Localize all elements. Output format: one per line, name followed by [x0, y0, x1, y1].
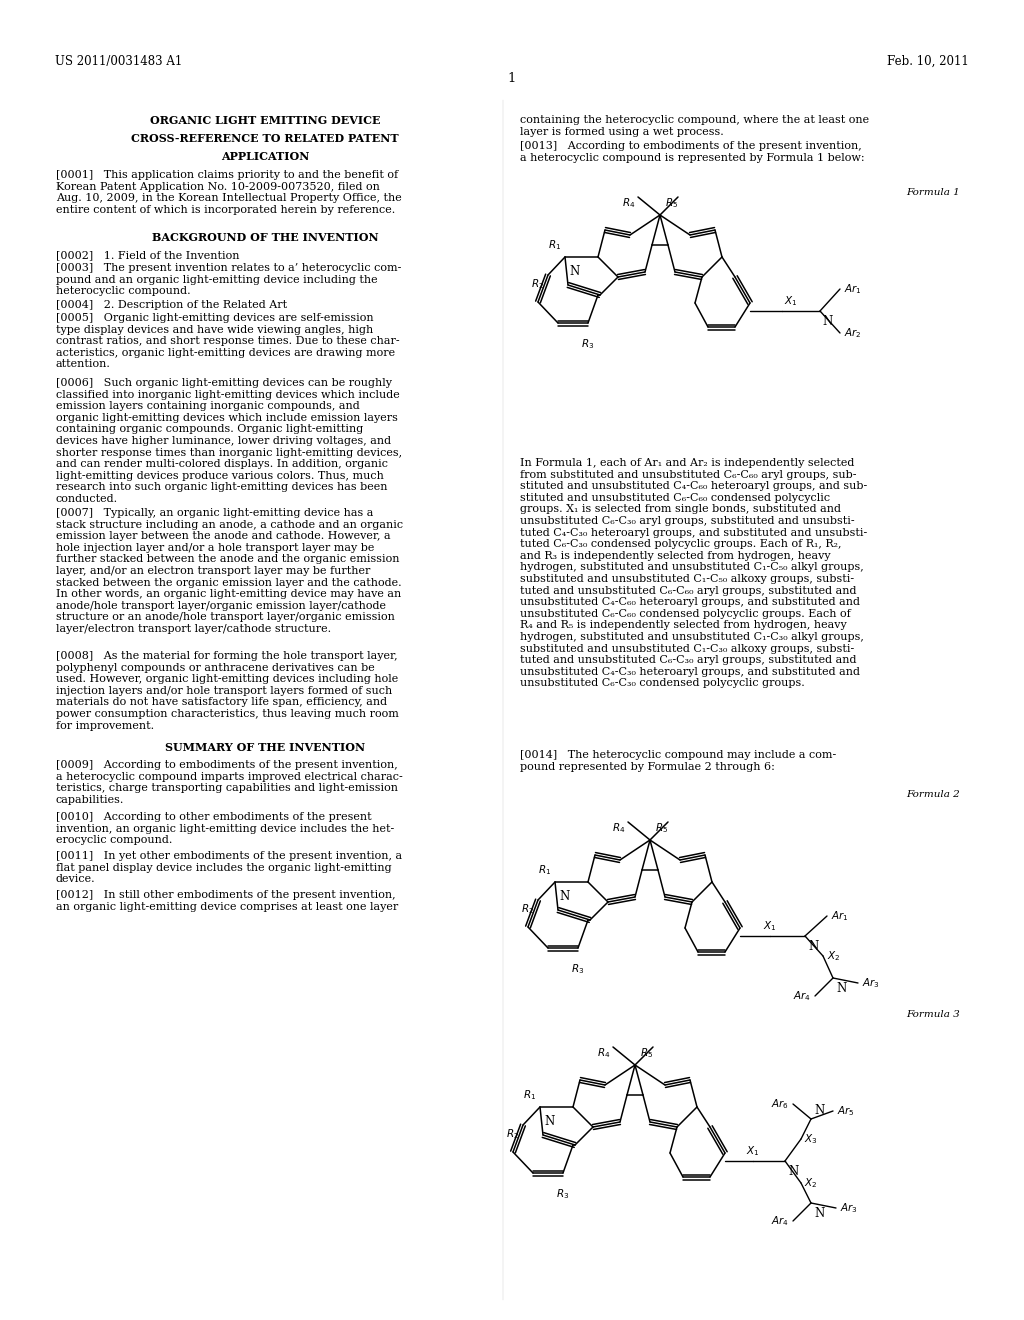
Text: $R_4$: $R_4$	[622, 197, 635, 210]
Text: $R_4$: $R_4$	[597, 1047, 610, 1060]
Text: 1: 1	[508, 73, 516, 84]
Text: [0013]   According to embodiments of the present invention,
a heterocyclic compo: [0013] According to embodiments of the p…	[520, 141, 864, 162]
Text: N: N	[788, 1166, 799, 1177]
Text: N: N	[544, 1115, 554, 1129]
Text: $R_1$: $R_1$	[548, 238, 561, 252]
Text: $R_3$: $R_3$	[556, 1187, 569, 1201]
Text: N: N	[822, 315, 833, 327]
Text: ORGANIC LIGHT EMITTING DEVICE: ORGANIC LIGHT EMITTING DEVICE	[150, 115, 380, 125]
Text: N: N	[559, 890, 569, 903]
Text: N: N	[836, 982, 846, 995]
Text: [0012]   In still other embodiments of the present invention,
an organic light-e: [0012] In still other embodiments of the…	[56, 890, 398, 912]
Text: [0003]   The present invention relates to a’ heterocyclic com-
pound and an orga: [0003] The present invention relates to …	[56, 263, 401, 296]
Text: $Ar_1$: $Ar_1$	[831, 909, 849, 923]
Text: [0005]   Organic light-emitting devices are self-emission
type display devices a: [0005] Organic light-emitting devices ar…	[56, 313, 399, 370]
Text: $X_2$: $X_2$	[804, 1176, 817, 1189]
Text: $X_1$: $X_1$	[763, 919, 777, 933]
Text: [0010]   According to other embodiments of the present
invention, an organic lig: [0010] According to other embodiments of…	[56, 812, 394, 845]
Text: N: N	[814, 1206, 824, 1220]
Text: $R_2$: $R_2$	[521, 902, 534, 916]
Text: $Ar_3$: $Ar_3$	[862, 975, 880, 990]
Text: $Ar_1$: $Ar_1$	[844, 282, 862, 296]
Text: $R_4$: $R_4$	[611, 821, 625, 836]
Text: [0014]   The heterocyclic compound may include a com-
pound represented by Formu: [0014] The heterocyclic compound may inc…	[520, 750, 837, 772]
Text: $Ar_2$: $Ar_2$	[844, 326, 862, 339]
Text: SUMMARY OF THE INVENTION: SUMMARY OF THE INVENTION	[165, 742, 366, 752]
Text: [0001]   This application claims priority to and the benefit of
Korean Patent Ap: [0001] This application claims priority …	[56, 170, 401, 215]
Text: N: N	[569, 265, 580, 279]
Text: N: N	[814, 1104, 824, 1117]
Text: BACKGROUND OF THE INVENTION: BACKGROUND OF THE INVENTION	[152, 232, 378, 243]
Text: $R_3$: $R_3$	[582, 337, 595, 351]
Text: Formula 1: Formula 1	[906, 187, 961, 197]
Text: APPLICATION: APPLICATION	[221, 150, 309, 162]
Text: CROSS-REFERENCE TO RELATED PATENT: CROSS-REFERENCE TO RELATED PATENT	[131, 133, 398, 144]
Text: [0004]   2. Description of the Related Art: [0004] 2. Description of the Related Art	[56, 300, 287, 310]
Text: [0008]   As the material for forming the hole transport layer,
polyphenyl compou: [0008] As the material for forming the h…	[56, 651, 399, 730]
Text: [0011]   In yet other embodiments of the present invention, a
flat panel display: [0011] In yet other embodiments of the p…	[56, 851, 402, 884]
Text: [0009]   According to embodiments of the present invention,
a heterocyclic compo: [0009] According to embodiments of the p…	[56, 760, 402, 805]
Text: $R_5$: $R_5$	[665, 197, 678, 210]
Text: $X_2$: $X_2$	[827, 949, 841, 962]
Text: $R_5$: $R_5$	[655, 821, 668, 836]
Text: $Ar_4$: $Ar_4$	[771, 1214, 790, 1228]
Text: [0007]   Typically, an organic light-emitting device has a
stack structure inclu: [0007] Typically, an organic light-emitt…	[56, 508, 403, 634]
Text: containing the heterocyclic compound, where the at least one
layer is formed usi: containing the heterocyclic compound, wh…	[520, 115, 869, 136]
Text: Feb. 10, 2011: Feb. 10, 2011	[887, 55, 969, 69]
Text: In Formula 1, each of Ar₁ and Ar₂ is independently selected
from substituted and: In Formula 1, each of Ar₁ and Ar₂ is ind…	[520, 458, 867, 689]
Text: $Ar_5$: $Ar_5$	[837, 1104, 855, 1118]
Text: Formula 2: Formula 2	[906, 789, 961, 799]
Text: $Ar_3$: $Ar_3$	[840, 1201, 858, 1214]
Text: Formula 3: Formula 3	[906, 1010, 961, 1019]
Text: $Ar_6$: $Ar_6$	[771, 1097, 790, 1111]
Text: $R_1$: $R_1$	[538, 863, 551, 876]
Text: [0006]   Such organic light-emitting devices can be roughly
classified into inor: [0006] Such organic light-emitting devic…	[56, 378, 402, 504]
Text: $R_5$: $R_5$	[640, 1047, 653, 1060]
Text: $R_3$: $R_3$	[571, 962, 585, 975]
Text: $R_2$: $R_2$	[531, 277, 544, 290]
Text: $X_1$: $X_1$	[746, 1144, 760, 1158]
Text: $Ar_4$: $Ar_4$	[793, 989, 811, 1003]
Text: $X_3$: $X_3$	[804, 1133, 817, 1146]
Text: [0002]   1. Field of the Invention: [0002] 1. Field of the Invention	[56, 249, 240, 260]
Text: $R_1$: $R_1$	[523, 1088, 536, 1102]
Text: US 2011/0031483 A1: US 2011/0031483 A1	[55, 55, 182, 69]
Text: $X_1$: $X_1$	[784, 294, 798, 308]
Text: N: N	[808, 940, 818, 953]
Text: $R_2$: $R_2$	[506, 1127, 519, 1140]
